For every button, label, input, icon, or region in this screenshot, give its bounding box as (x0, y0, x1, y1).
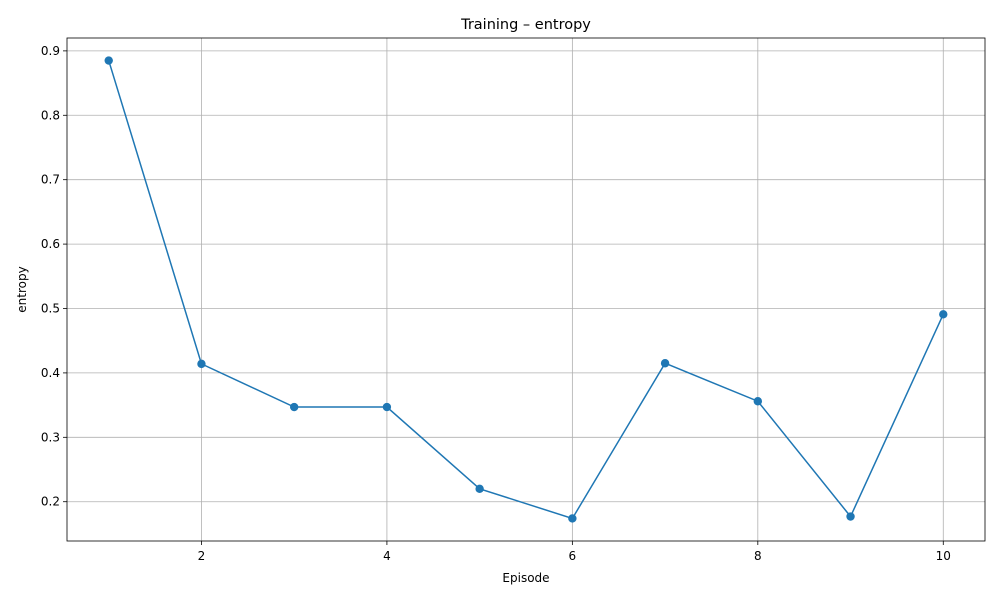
x-tick-label: 6 (569, 549, 577, 563)
x-tick-label: 10 (936, 549, 951, 563)
data-point (846, 512, 855, 521)
series-layer (104, 56, 948, 523)
y-tick-label: 0.9 (41, 44, 60, 58)
data-point (197, 359, 206, 369)
data-point (939, 310, 948, 319)
y-tick-label: 0.7 (41, 173, 60, 187)
y-tick-label: 0.2 (41, 495, 60, 509)
y-tick-label: 0.5 (41, 301, 60, 315)
y-axis-label: entropy (15, 266, 29, 312)
y-tick-label: 0.4 (41, 366, 60, 380)
data-point (475, 484, 484, 494)
plot-area-frame (66, 37, 986, 542)
tick-layer: 2 4 6 8 10 0.2 0.3 0.4 0.5 0.6 0.7 0.8 0.9 (41, 44, 951, 563)
y-tick-label: 0.8 (41, 108, 60, 122)
chart-title: Training – entropy (460, 17, 591, 33)
data-point (753, 397, 763, 406)
grid-layer (67, 38, 985, 541)
data-point (289, 402, 299, 412)
y-tick-label: 0.6 (41, 237, 60, 251)
y-tick-label: 0.3 (41, 430, 60, 444)
data-point (104, 56, 113, 65)
x-axis-label: Episode (502, 571, 549, 585)
data-point (660, 359, 670, 368)
x-tick-label: 4 (383, 549, 391, 563)
data-point (382, 402, 392, 412)
x-tick-label: 8 (754, 549, 762, 563)
data-point (568, 514, 577, 523)
x-tick-label: 2 (198, 549, 206, 563)
series-line (108, 60, 944, 520)
